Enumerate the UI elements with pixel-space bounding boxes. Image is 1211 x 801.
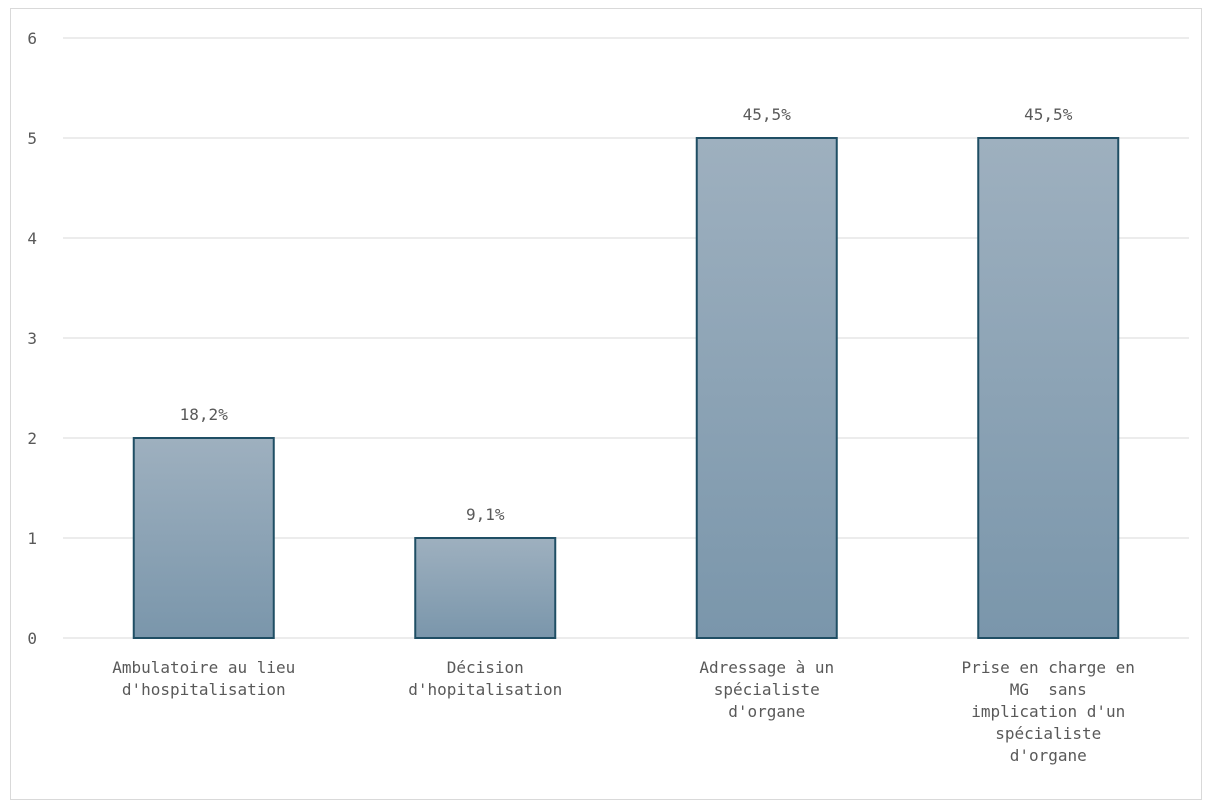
x-category-label-line: MG sans	[1010, 680, 1087, 699]
x-category-label-line: implication d'un	[971, 702, 1125, 721]
x-category-label-line: spécialiste	[714, 680, 820, 699]
x-category-label: Adressage à un spécialiste d'organe	[699, 658, 834, 721]
category-labels: Ambulatoire au lieu d'hospitalisation Déci…	[112, 658, 1135, 765]
x-category-label-line: Ambulatoire au lieu	[112, 658, 295, 677]
y-tick-label: 6	[27, 29, 37, 48]
y-tick-label: 4	[27, 229, 37, 248]
x-category-label-line: d'organe	[728, 702, 805, 721]
x-category-label-line: d'organe	[1010, 746, 1087, 765]
y-tick-label: 2	[27, 429, 37, 448]
x-category-label-line: spécialiste	[995, 724, 1101, 743]
bar	[414, 537, 557, 639]
data-labels: 18,2% 9,1% 45,5% 45,5%	[180, 105, 1073, 524]
bar	[977, 137, 1120, 639]
x-category-label: Décision d'hopitalisation	[408, 658, 562, 699]
y-tick-label: 0	[27, 629, 37, 648]
data-label: 45,5%	[743, 105, 792, 124]
x-category-label-line: d'hospitalisation	[122, 680, 286, 699]
x-category-label: Prise en charge en MG sans implication d'u…	[962, 658, 1135, 765]
y-axis-ticks: 0 1 2 3 4 5 6	[27, 29, 37, 648]
y-tick-label: 1	[27, 529, 37, 548]
y-tick-label: 3	[27, 329, 37, 348]
chart-frame: 0 1 2 3 4 5 6 18,2% 9,1% 45,5% 45,5% Ambulatoire …	[10, 8, 1202, 800]
bar-chart: 0 1 2 3 4 5 6 18,2% 9,1% 45,5% 45,5% Ambulatoire …	[27, 29, 1189, 765]
y-tick-label: 5	[27, 129, 37, 148]
data-label: 45,5%	[1024, 105, 1073, 124]
x-category-label: Ambulatoire au lieu d'hospitalisation	[112, 658, 295, 699]
x-category-label-line: Décision	[447, 658, 524, 677]
bars	[132, 137, 1120, 639]
bar	[132, 437, 275, 639]
x-category-label-line: d'hopitalisation	[408, 680, 562, 699]
x-category-label-line: Prise en charge en	[962, 658, 1135, 677]
data-label: 18,2%	[180, 405, 229, 424]
bar	[695, 137, 838, 639]
data-label: 9,1%	[466, 505, 505, 524]
x-category-label-line: Adressage à un	[699, 658, 834, 677]
